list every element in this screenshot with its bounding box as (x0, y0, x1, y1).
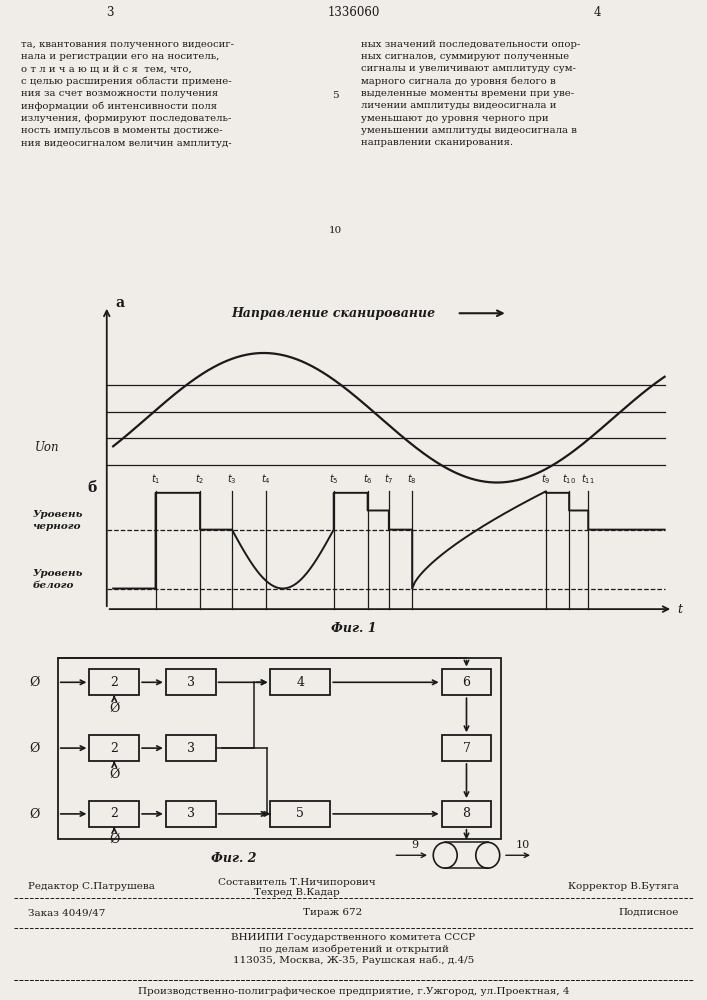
Text: Ø: Ø (109, 833, 119, 846)
Text: б: б (87, 481, 96, 495)
Text: 8: 8 (462, 807, 470, 820)
Bar (442, 801, 491, 827)
Text: $t_8$: $t_8$ (407, 472, 417, 486)
Text: 7: 7 (462, 742, 470, 755)
Bar (165, 801, 216, 827)
Text: $t_5$: $t_5$ (329, 472, 339, 486)
Text: 113035, Москва, Ж-35, Раушская наб., д.4/5: 113035, Москва, Ж-35, Раушская наб., д.4… (233, 955, 474, 965)
Text: Фиг. 1: Фиг. 1 (331, 621, 376, 635)
Text: Корректор В.Бутяга: Корректор В.Бутяга (568, 882, 679, 891)
Text: 2: 2 (110, 676, 118, 689)
Text: 4: 4 (594, 6, 601, 19)
Ellipse shape (476, 842, 500, 868)
Bar (89, 669, 139, 695)
Text: Ø: Ø (29, 676, 40, 689)
Bar (442, 669, 491, 695)
Text: 2: 2 (110, 807, 118, 820)
Text: 10: 10 (516, 840, 530, 850)
Text: $t_9$: $t_9$ (541, 472, 551, 486)
Text: 5: 5 (296, 807, 304, 820)
Bar (165, 669, 216, 695)
Bar (165, 735, 216, 761)
Bar (89, 801, 139, 827)
Text: Uоп: Uоп (35, 441, 59, 454)
Text: 2: 2 (110, 742, 118, 755)
Text: 9: 9 (411, 840, 419, 850)
Bar (442, 735, 491, 761)
Bar (270, 669, 330, 695)
Text: Редактор С.Патрушева: Редактор С.Патрушева (28, 882, 155, 891)
Text: Ø: Ø (109, 702, 119, 715)
Text: $t_{11}$: $t_{11}$ (581, 472, 595, 486)
Text: $t_2$: $t_2$ (195, 472, 205, 486)
Text: Заказ 4049/47: Заказ 4049/47 (28, 908, 105, 917)
Text: та, квантования полученного видеосиг-
нала и регистрации его на носитель,
о т л : та, квантования полученного видеосиг- на… (21, 40, 234, 148)
Text: Ø: Ø (29, 807, 40, 820)
Text: Производственно-полиграфическое предприятие, г.Ужгород, ул.Проектная, 4: Производственно-полиграфическое предприя… (138, 987, 569, 996)
Text: Техред В.Кадар: Техред В.Кадар (254, 888, 340, 897)
Text: $t_7$: $t_7$ (384, 472, 394, 486)
Text: 3: 3 (187, 676, 194, 689)
Text: 10: 10 (329, 226, 341, 235)
Text: Подписное: Подписное (619, 908, 679, 917)
Text: Ø: Ø (109, 767, 119, 780)
Text: Тираж 672: Тираж 672 (303, 908, 362, 917)
Text: 6: 6 (462, 676, 470, 689)
Text: Ø: Ø (29, 742, 40, 755)
Bar (58, 658, 501, 839)
Text: Фиг. 2: Фиг. 2 (211, 852, 257, 865)
Text: Уровень
черного: Уровень черного (33, 510, 83, 531)
Text: $t_3$: $t_3$ (227, 472, 237, 486)
Bar (270, 801, 330, 827)
Text: ных значений последовательности опор-
ных сигналов, суммируют полученные
сигналы: ных значений последовательности опор- ны… (361, 40, 580, 147)
Text: Уровень
белого: Уровень белого (33, 569, 83, 590)
Text: t: t (677, 603, 682, 616)
Text: Составитель Т.Ничипорович: Составитель Т.Ничипорович (218, 878, 375, 887)
Text: $t_{10}$: $t_{10}$ (562, 472, 576, 486)
Text: 3: 3 (106, 6, 113, 19)
Text: 3: 3 (187, 742, 194, 755)
Text: 1336060: 1336060 (327, 6, 380, 19)
Text: Направление сканирование: Направление сканирование (232, 307, 436, 320)
Text: по делам изобретений и открытий: по делам изобретений и открытий (259, 944, 448, 954)
Text: 5: 5 (332, 91, 339, 100)
Text: $t_6$: $t_6$ (363, 472, 373, 486)
Text: $t_1$: $t_1$ (151, 472, 160, 486)
Text: а: а (115, 296, 124, 310)
Bar (89, 735, 139, 761)
Text: $t_4$: $t_4$ (261, 472, 271, 486)
Text: 4: 4 (296, 676, 304, 689)
Text: ВНИИПИ Государственного комитета СССР: ВНИИПИ Государственного комитета СССР (231, 933, 476, 942)
Text: 3: 3 (187, 807, 194, 820)
